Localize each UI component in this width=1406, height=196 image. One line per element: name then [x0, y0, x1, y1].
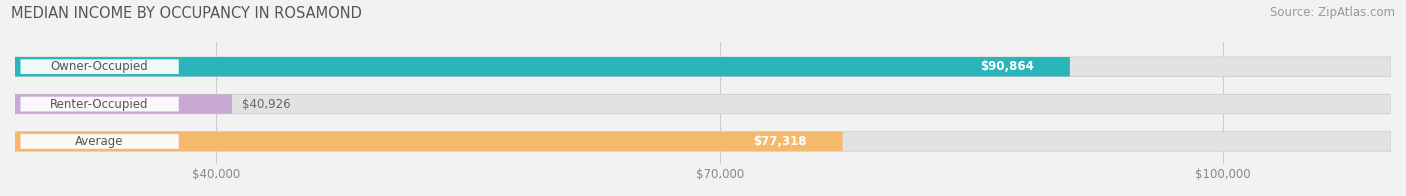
FancyBboxPatch shape [15, 94, 1391, 114]
Text: $90,864: $90,864 [980, 60, 1035, 73]
FancyBboxPatch shape [15, 132, 1391, 151]
Text: Average: Average [76, 135, 124, 148]
Text: Source: ZipAtlas.com: Source: ZipAtlas.com [1270, 6, 1395, 19]
FancyBboxPatch shape [15, 94, 232, 114]
FancyBboxPatch shape [21, 59, 179, 74]
FancyBboxPatch shape [15, 57, 1391, 76]
FancyBboxPatch shape [15, 57, 1070, 76]
Text: MEDIAN INCOME BY OCCUPANCY IN ROSAMOND: MEDIAN INCOME BY OCCUPANCY IN ROSAMOND [11, 6, 363, 21]
Text: Owner-Occupied: Owner-Occupied [51, 60, 149, 73]
FancyBboxPatch shape [15, 132, 842, 151]
Text: Renter-Occupied: Renter-Occupied [51, 98, 149, 111]
Text: $77,318: $77,318 [754, 135, 807, 148]
FancyBboxPatch shape [728, 135, 831, 148]
FancyBboxPatch shape [956, 60, 1059, 74]
FancyBboxPatch shape [21, 134, 179, 149]
FancyBboxPatch shape [21, 97, 179, 112]
Text: $40,926: $40,926 [242, 98, 290, 111]
